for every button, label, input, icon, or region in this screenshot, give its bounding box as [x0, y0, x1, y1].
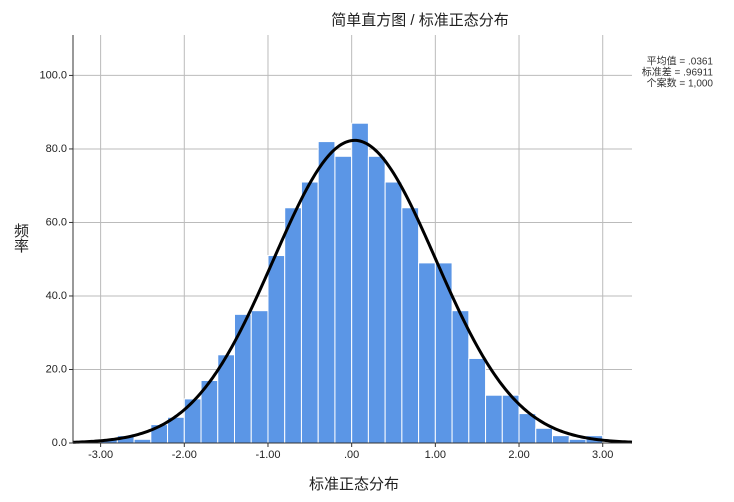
stat-n: 个案数 = 1,000	[647, 77, 714, 90]
y-tick-label: 0.0	[52, 437, 67, 449]
bar	[267, 255, 286, 444]
bar	[468, 357, 487, 444]
x-tick-label: .00	[344, 449, 359, 461]
bar	[367, 155, 386, 444]
bar	[552, 435, 570, 444]
bar	[133, 438, 152, 444]
bar	[451, 310, 470, 444]
x-tick-label: 3.00	[592, 449, 613, 461]
bar	[351, 122, 369, 444]
x-tick-label: -2.00	[172, 449, 197, 461]
stat-sd: 标准差 = .96911	[642, 66, 714, 79]
x-tick-label: 1.00	[425, 449, 446, 461]
bar	[300, 181, 319, 444]
y-axis-title: 频率	[12, 223, 29, 253]
stat-mean: 平均值 = .0361	[647, 55, 714, 68]
y-tick-label: 40.0	[46, 290, 67, 302]
bar	[485, 394, 503, 444]
x-axis-title: 标准正态分布	[309, 476, 399, 493]
y-tick-label: 20.0	[46, 363, 67, 375]
y-tick-label: 100.0	[39, 69, 67, 81]
x-tick-label: -3.00	[88, 449, 113, 461]
bar	[250, 310, 269, 444]
bar	[401, 207, 420, 444]
bar	[568, 438, 587, 444]
bar	[284, 207, 302, 444]
bar	[334, 155, 353, 444]
normal-curve	[72, 138, 633, 444]
chart-title: 简单直方图 / 标准正态分布	[331, 12, 509, 29]
bar	[418, 262, 436, 444]
bar	[317, 141, 336, 444]
x-tick-label: -1.00	[255, 449, 280, 461]
bar	[234, 313, 252, 444]
bar	[384, 181, 403, 444]
x-tick-label: 2.00	[508, 449, 529, 461]
y-tick-label: 80.0	[46, 143, 67, 155]
bar	[535, 427, 554, 444]
y-tick-label: 60.0	[46, 216, 67, 228]
